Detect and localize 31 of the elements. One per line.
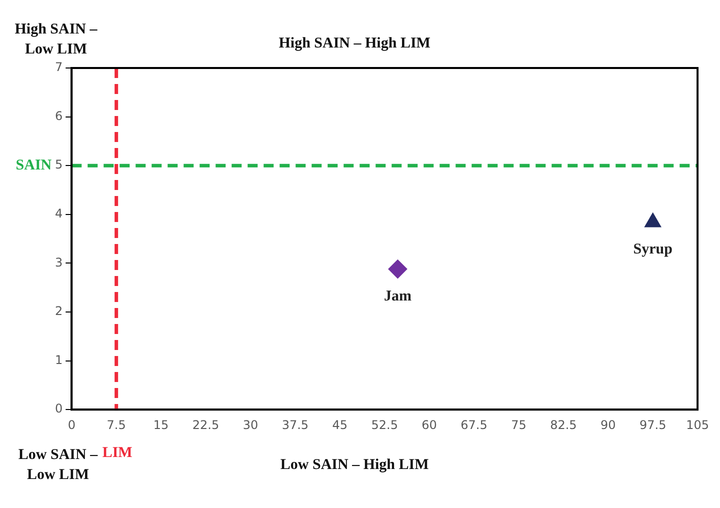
x-tick-label: 105 <box>686 418 709 432</box>
y-tick-label: 6 <box>54 108 63 123</box>
x-tick-label: 90 <box>600 418 616 432</box>
x-tick-label: 52.5 <box>371 418 398 432</box>
x-tick-label: 15 <box>153 418 169 432</box>
x-tick-label: 60 <box>422 418 437 432</box>
text: High SAIN – Low LIM <box>14 21 98 58</box>
x-tick-label: 67.5 <box>460 418 488 432</box>
x-tick-label: 0 <box>68 418 76 432</box>
y-tick-label: 5 <box>54 158 63 172</box>
y-tick-label: 2 <box>54 304 63 318</box>
x-tick-label: 75 <box>511 418 526 432</box>
x-tick-label: 82.5 <box>550 418 577 432</box>
x-tick-label: 30 <box>242 418 258 432</box>
y-tick-label: 7 <box>54 60 63 74</box>
x-tick-label: 45 <box>332 418 348 432</box>
x-tick-label: 37.5 <box>282 418 309 432</box>
x-tick-label: 97.5 <box>639 418 666 432</box>
text: Low SAIN – High LIM <box>280 456 429 473</box>
text: High SAIN – High LIM <box>278 35 430 52</box>
x-tick-label: 22.5 <box>192 418 220 432</box>
y-tick-label: 1 <box>54 352 63 367</box>
text: Low SAIN – Low LIM <box>18 446 98 483</box>
y-tick-label: 3 <box>54 255 63 270</box>
series-label: Jam <box>384 288 412 304</box>
y-tick-label: 0 <box>54 402 63 416</box>
x-tick-label: 7.5 <box>106 418 126 432</box>
y-tick-label: 4 <box>54 206 63 221</box>
ref-line-label: LIM <box>102 444 132 461</box>
ref-line-label: SAIN <box>16 157 52 174</box>
series-label: Syrup <box>633 242 672 258</box>
